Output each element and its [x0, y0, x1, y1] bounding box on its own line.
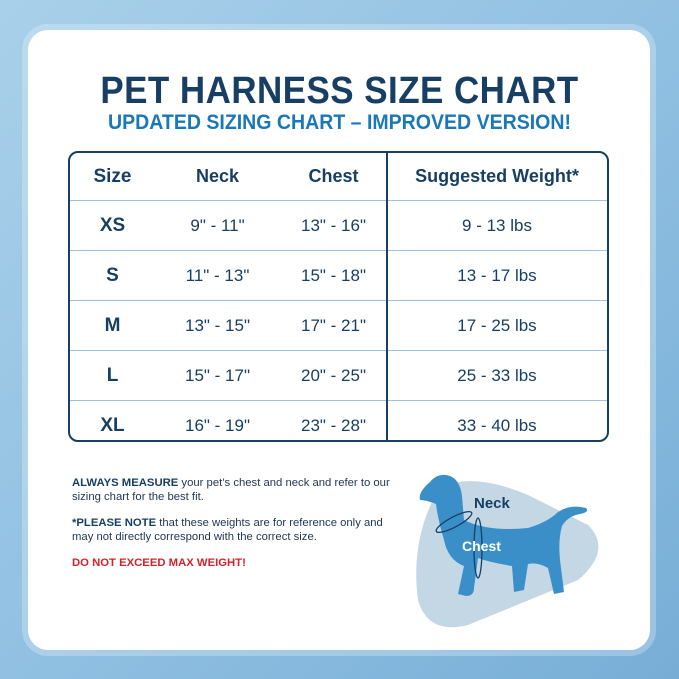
notes: ALWAYS MEASURE your pet’s chest and neck…	[72, 476, 392, 582]
measure-text: your pet’s chest and neck and refer to o…	[72, 477, 390, 503]
neck-cell: 11" - 13"	[185, 265, 250, 285]
chest-cell: 20" - 25"	[301, 365, 366, 385]
weight-cell: 25 - 33 lbs	[457, 365, 537, 385]
weight-cell: 13 - 17 lbs	[457, 265, 537, 285]
neck-measure-ring	[435, 510, 473, 534]
size-table: Size Neck Chest Suggested Weight* XS 9" …	[68, 151, 609, 442]
max-weight-warning: DO NOT EXCEED MAX WEIGHT!	[72, 557, 246, 569]
size-cell: XL	[100, 414, 125, 436]
header-neck: Neck	[195, 166, 240, 186]
size-cell: S	[106, 264, 119, 286]
table-row: L 15" - 17" 20" - 25" 25 - 33 lbs	[70, 350, 607, 400]
table-row: XL 16" - 19" 23" - 28" 33 - 40 lbs	[70, 400, 607, 440]
measure-note: ALWAYS MEASURE your pet’s chest and neck…	[72, 476, 392, 504]
page-subtitle: UPDATED SIZING CHART – IMPROVED VERSION!	[108, 111, 571, 134]
table-row: M 13" - 15" 17" - 21" 17 - 25 lbs	[70, 300, 607, 350]
note-text: that these weights are for reference onl…	[72, 517, 383, 543]
column-divider	[386, 153, 388, 440]
table-row: S 11" - 13" 15" - 18" 13 - 17 lbs	[70, 250, 607, 300]
chest-cell: 13" - 16"	[301, 215, 366, 235]
dog-silhouette-icon	[419, 474, 588, 596]
header-chest: Chest	[308, 166, 359, 186]
size-cell: L	[106, 364, 119, 386]
size-cell: XS	[99, 214, 126, 236]
header-size: Size	[93, 165, 132, 187]
page-title: PET HARNESS SIZE CHART	[100, 70, 579, 112]
chest-label: Chest	[462, 538, 501, 554]
weight-cell: 17 - 25 lbs	[457, 315, 537, 335]
neck-cell: 13" - 15"	[185, 315, 250, 335]
weight-cell: 33 - 40 lbs	[457, 415, 537, 435]
table-header: Size Neck Chest Suggested Weight*	[70, 153, 607, 200]
size-cell: M	[104, 314, 121, 336]
note-bold: *PLEASE NOTE	[72, 517, 157, 529]
neck-cell: 16" - 19"	[185, 415, 250, 435]
header-weight: Suggested Weight*	[415, 166, 579, 186]
chest-measure-ring	[473, 517, 483, 579]
dog-measurement-diagram: Neck Chest	[416, 474, 599, 628]
measure-bold: ALWAYS MEASURE	[72, 477, 179, 489]
chest-cell: 23" - 28"	[301, 415, 366, 435]
chest-cell: 15" - 18"	[301, 265, 366, 285]
chest-cell: 17" - 21"	[301, 315, 366, 335]
neck-label: Neck	[474, 495, 511, 512]
weight-cell: 9 - 13 lbs	[462, 215, 532, 235]
neck-cell: 15" - 17"	[185, 365, 250, 385]
neck-cell: 9" - 11"	[190, 215, 245, 235]
table-row: XS 9" - 11" 13" - 16" 9 - 13 lbs	[70, 200, 607, 250]
weight-note: *PLEASE NOTE that these weights are for …	[72, 516, 392, 544]
